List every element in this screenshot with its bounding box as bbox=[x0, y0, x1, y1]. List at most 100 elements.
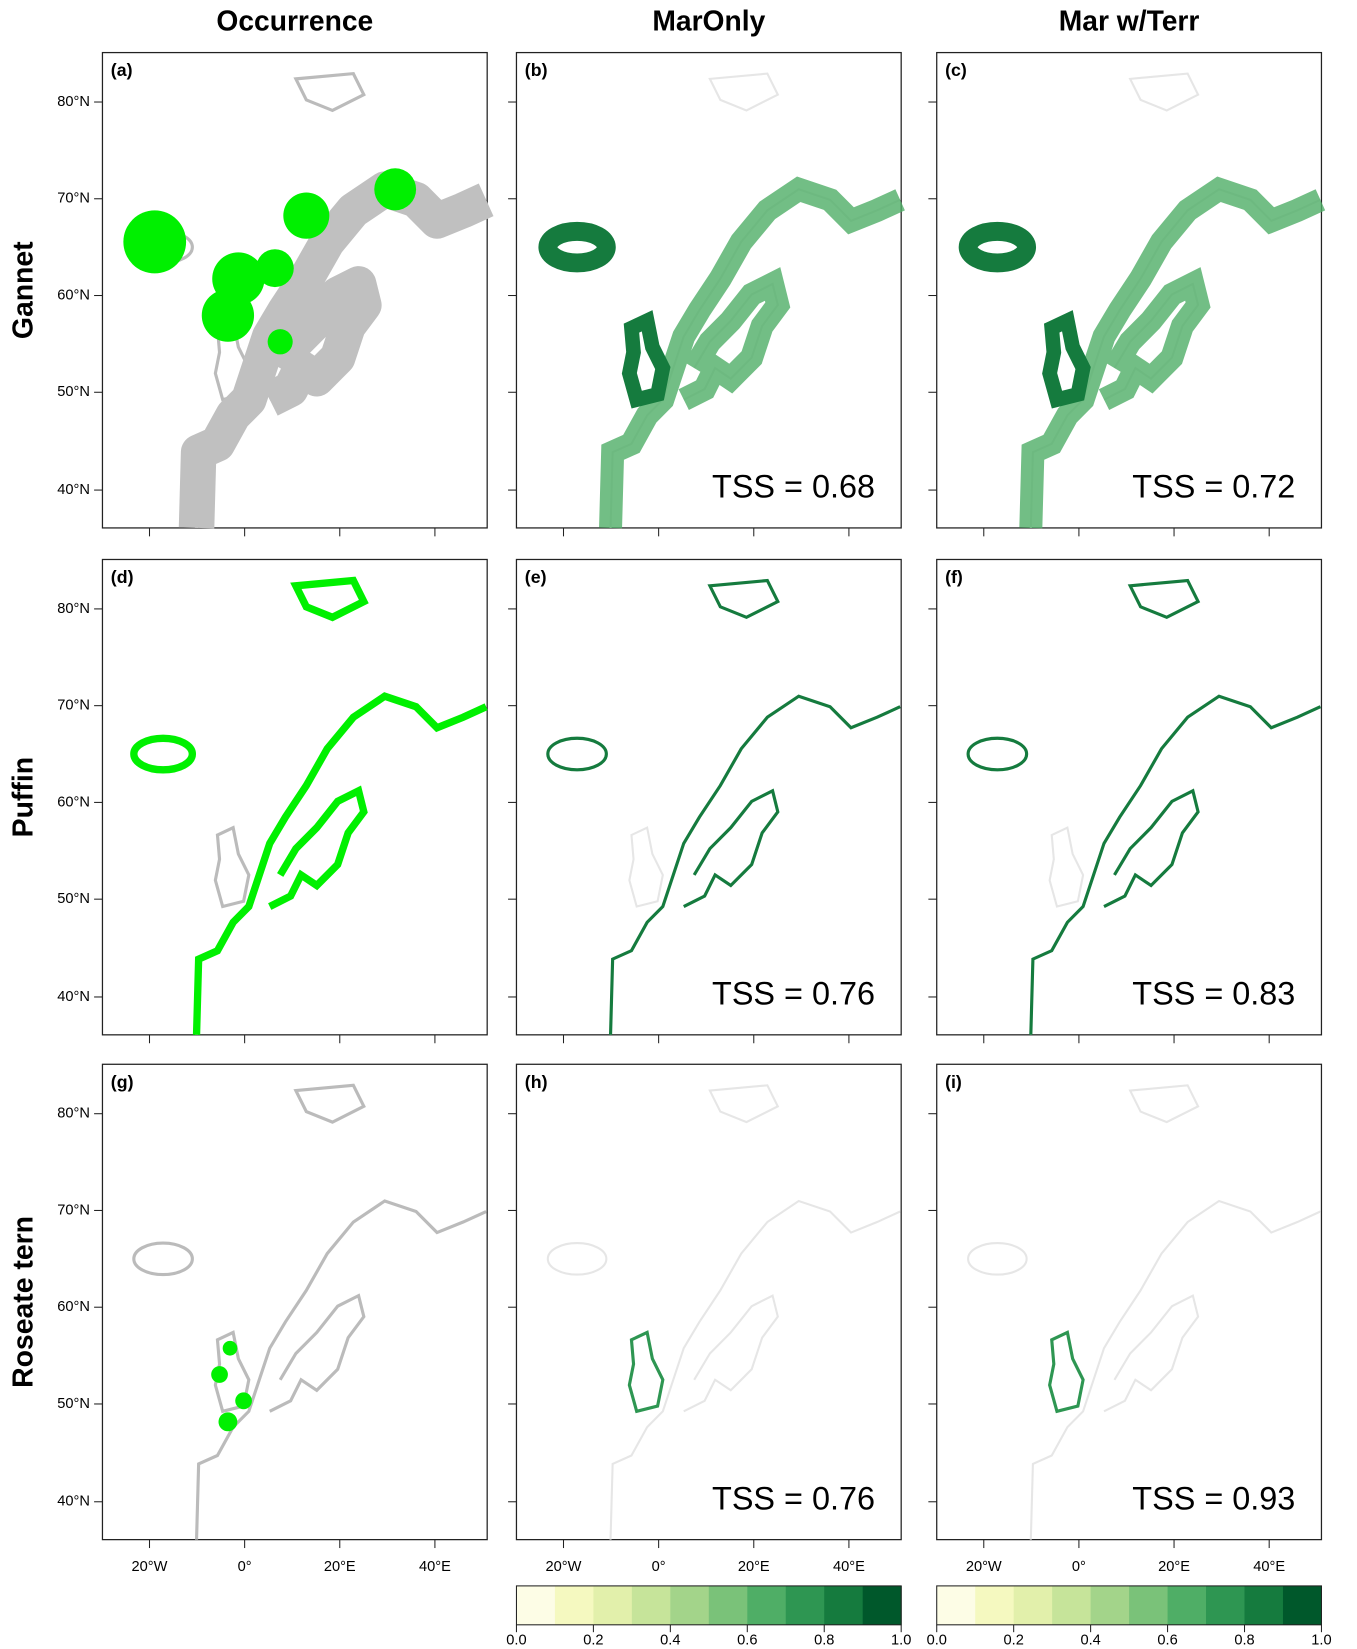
panel-label: (a) bbox=[111, 60, 133, 80]
tss-label: TSS = 0.76 bbox=[712, 975, 875, 1011]
occurrence-area bbox=[222, 1340, 238, 1356]
colorbar-label: 0.4 bbox=[660, 1632, 680, 1648]
panel-frame bbox=[936, 1063, 1323, 1541]
colorbar-label: 0.0 bbox=[506, 1632, 526, 1648]
occurrence-area bbox=[211, 1366, 228, 1383]
tss-label: TSS = 0.76 bbox=[712, 1480, 875, 1516]
occurrence-area bbox=[267, 329, 293, 355]
panel-label: (i) bbox=[945, 1072, 962, 1092]
suitability-coast bbox=[1029, 694, 1322, 1035]
colorbar-label: 0.4 bbox=[1080, 1632, 1100, 1648]
occurrence-area bbox=[256, 249, 294, 288]
coastline bbox=[1128, 72, 1200, 112]
colorbar-step bbox=[1129, 1585, 1169, 1625]
coastline bbox=[628, 826, 664, 908]
panel-label: (b) bbox=[525, 60, 548, 80]
map-panel: (e) TSS = 0.76 bbox=[508, 558, 902, 1044]
panel-label: (e) bbox=[525, 567, 547, 587]
lon-label: 40°E bbox=[1253, 1559, 1285, 1575]
map-panel: (h) TSS = 0.76 20°W 0° 20°E 40°E bbox=[508, 1063, 902, 1575]
map-panel: (d) 80°N 70°N 60°N 50°N 40°N bbox=[57, 558, 488, 1044]
suitability-halo bbox=[599, 176, 905, 529]
coastline bbox=[1029, 1199, 1321, 1540]
colorbar-step bbox=[1244, 1585, 1284, 1625]
suitability-coast bbox=[966, 736, 1029, 772]
lat-label: 60°N bbox=[57, 794, 90, 810]
panel-label: (f) bbox=[945, 567, 963, 587]
colorbar-label: 0.6 bbox=[737, 1632, 757, 1648]
coastline bbox=[546, 1242, 608, 1276]
colorbar-step bbox=[1052, 1585, 1092, 1625]
land bbox=[132, 1083, 487, 1540]
coastline bbox=[1048, 826, 1085, 908]
colorbar-step bbox=[975, 1585, 1015, 1625]
panel-frame bbox=[936, 558, 1323, 1036]
suitability-coast bbox=[627, 1330, 665, 1414]
coastline bbox=[293, 1083, 366, 1124]
lat-label: 40°N bbox=[57, 1494, 90, 1510]
lon-label: 20°E bbox=[1158, 1559, 1190, 1575]
colorbar-step bbox=[631, 1585, 671, 1625]
colorbar-step bbox=[1090, 1585, 1130, 1625]
occurrence-area bbox=[123, 210, 187, 274]
coastline bbox=[213, 825, 251, 909]
panel-frame bbox=[515, 1063, 902, 1541]
colorbar-label: 0.6 bbox=[1157, 1632, 1177, 1648]
map-panel: (i) TSS = 0.93 20°W 0° 20°E 40°E bbox=[928, 1063, 1323, 1575]
panel-label: (c) bbox=[945, 60, 967, 80]
lat-label: 50°N bbox=[57, 1396, 90, 1412]
occurrence-area bbox=[218, 1412, 238, 1432]
suitability-halo bbox=[1019, 176, 1326, 529]
tss-label: TSS = 0.68 bbox=[712, 469, 875, 505]
occurrence-area bbox=[212, 252, 265, 305]
map-panel: (c) TSS = 0.72 bbox=[928, 51, 1326, 537]
coastline bbox=[194, 1199, 487, 1540]
colorbar-frame bbox=[936, 1585, 1322, 1626]
colorbar-step bbox=[824, 1585, 864, 1625]
suitability-halo bbox=[538, 221, 616, 273]
colorbar-label: 0.0 bbox=[927, 1632, 947, 1648]
map-panel: (g) 80°N 70°N 60°N 50°N 40°N 20°W 0° 20°E 40°E bbox=[57, 1063, 488, 1575]
lon-label: 40°E bbox=[419, 1559, 451, 1575]
colorbar-step bbox=[708, 1585, 748, 1625]
colorbar-step bbox=[862, 1585, 902, 1625]
colorbar-step bbox=[785, 1585, 825, 1625]
lat-label: 80°N bbox=[57, 1106, 90, 1122]
row-label: Puffin bbox=[7, 757, 39, 837]
colorbar-label: 0.2 bbox=[583, 1632, 603, 1648]
suitability-coast bbox=[707, 578, 780, 620]
lat-label: 50°N bbox=[57, 384, 90, 400]
lat-label: 40°N bbox=[57, 989, 90, 1005]
colorbar-step bbox=[1167, 1585, 1207, 1625]
colorbar-label: 0.8 bbox=[814, 1632, 834, 1648]
coastline bbox=[609, 1199, 901, 1540]
occurrence-area bbox=[374, 168, 417, 211]
lon-label: 20°W bbox=[132, 1559, 168, 1575]
panel-label: (h) bbox=[525, 1072, 548, 1092]
tss-label: TSS = 0.93 bbox=[1132, 1480, 1295, 1516]
lon-label: 0° bbox=[238, 1559, 252, 1575]
occurrence-area bbox=[283, 192, 330, 239]
suitability-coast bbox=[546, 736, 608, 772]
coastline bbox=[708, 72, 780, 112]
map-panel: (f) TSS = 0.83 bbox=[928, 558, 1323, 1044]
lat-label: 80°N bbox=[57, 94, 90, 110]
colorbar-label: 1.0 bbox=[1311, 1632, 1331, 1648]
colorbar-frame bbox=[515, 1585, 902, 1626]
suitability-coast bbox=[608, 694, 901, 1035]
tss-label: TSS = 0.72 bbox=[1132, 469, 1295, 505]
lon-label: 20°E bbox=[738, 1559, 770, 1575]
lon-label: 0° bbox=[1072, 1559, 1086, 1575]
lat-label: 60°N bbox=[57, 287, 90, 303]
lon-label: 20°E bbox=[324, 1559, 356, 1575]
suitability-coast bbox=[130, 734, 197, 774]
suitability-halo bbox=[1042, 310, 1091, 409]
lat-label: 70°N bbox=[57, 1202, 90, 1218]
coastline bbox=[967, 1242, 1028, 1276]
lat-label: 70°N bbox=[57, 698, 90, 714]
colorbar-step bbox=[1282, 1585, 1322, 1625]
lat-label: 80°N bbox=[57, 601, 90, 617]
coastline bbox=[1128, 1084, 1200, 1124]
colorbar-step bbox=[747, 1585, 787, 1625]
colorbar-step bbox=[1013, 1585, 1053, 1625]
